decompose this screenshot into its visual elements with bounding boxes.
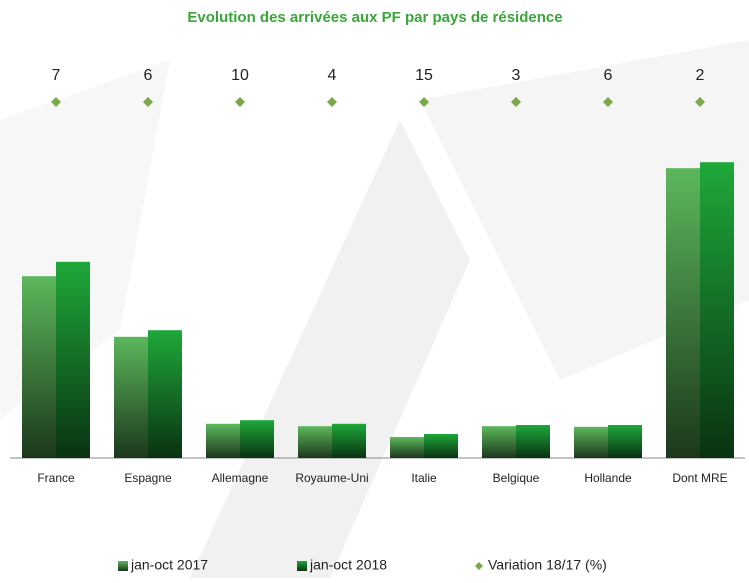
legend-marker bbox=[475, 562, 483, 570]
variation-label: 6 bbox=[144, 67, 153, 84]
variation-marker bbox=[603, 97, 613, 107]
watermark bbox=[0, 40, 749, 578]
legend-label: jan-oct 2018 bbox=[309, 557, 387, 573]
variation-label: 3 bbox=[512, 67, 521, 84]
bar bbox=[298, 426, 332, 458]
bar bbox=[700, 162, 734, 458]
watermark-shape bbox=[190, 120, 470, 578]
bar bbox=[22, 276, 56, 458]
bar bbox=[482, 426, 516, 458]
x-tick-label: France bbox=[37, 471, 75, 485]
bar bbox=[332, 423, 366, 458]
bar bbox=[608, 425, 642, 458]
x-tick-label: Hollande bbox=[584, 471, 632, 485]
variation-marker bbox=[419, 97, 429, 107]
bar bbox=[240, 420, 274, 458]
variation-label: 10 bbox=[231, 67, 249, 84]
variation-marker bbox=[695, 97, 705, 107]
x-tick-label: Italie bbox=[411, 471, 437, 485]
variation-marker bbox=[327, 97, 337, 107]
variation-label: 2 bbox=[696, 67, 705, 84]
variation-label: 7 bbox=[52, 67, 61, 84]
x-tick-label: Espagne bbox=[124, 471, 172, 485]
variation-marker bbox=[235, 97, 245, 107]
bar bbox=[114, 336, 148, 458]
legend-swatch bbox=[297, 561, 307, 571]
x-tick-label: Belgique bbox=[493, 471, 540, 485]
variation-label: 4 bbox=[328, 67, 337, 84]
x-tick-label: Royaume-Uni bbox=[295, 471, 368, 485]
bar bbox=[390, 437, 424, 458]
legend-label: Variation 18/17 (%) bbox=[488, 557, 607, 573]
x-tick-label: Allemagne bbox=[212, 471, 269, 485]
bar bbox=[56, 261, 90, 458]
variation-marker bbox=[143, 97, 153, 107]
legend-label: jan-oct 2017 bbox=[130, 557, 208, 573]
bar bbox=[206, 423, 240, 458]
bar bbox=[516, 425, 550, 458]
variation-marker bbox=[51, 97, 61, 107]
bar bbox=[666, 168, 700, 458]
legend-swatch bbox=[118, 561, 128, 571]
variation-label: 6 bbox=[604, 67, 613, 84]
bar bbox=[574, 426, 608, 458]
variation-label: 15 bbox=[415, 67, 433, 84]
bar bbox=[424, 434, 458, 458]
chart-title: Evolution des arrivées aux PF par pays d… bbox=[187, 9, 562, 26]
variation-marker bbox=[511, 97, 521, 107]
bar bbox=[148, 330, 182, 458]
x-tick-label: Dont MRE bbox=[672, 471, 727, 485]
